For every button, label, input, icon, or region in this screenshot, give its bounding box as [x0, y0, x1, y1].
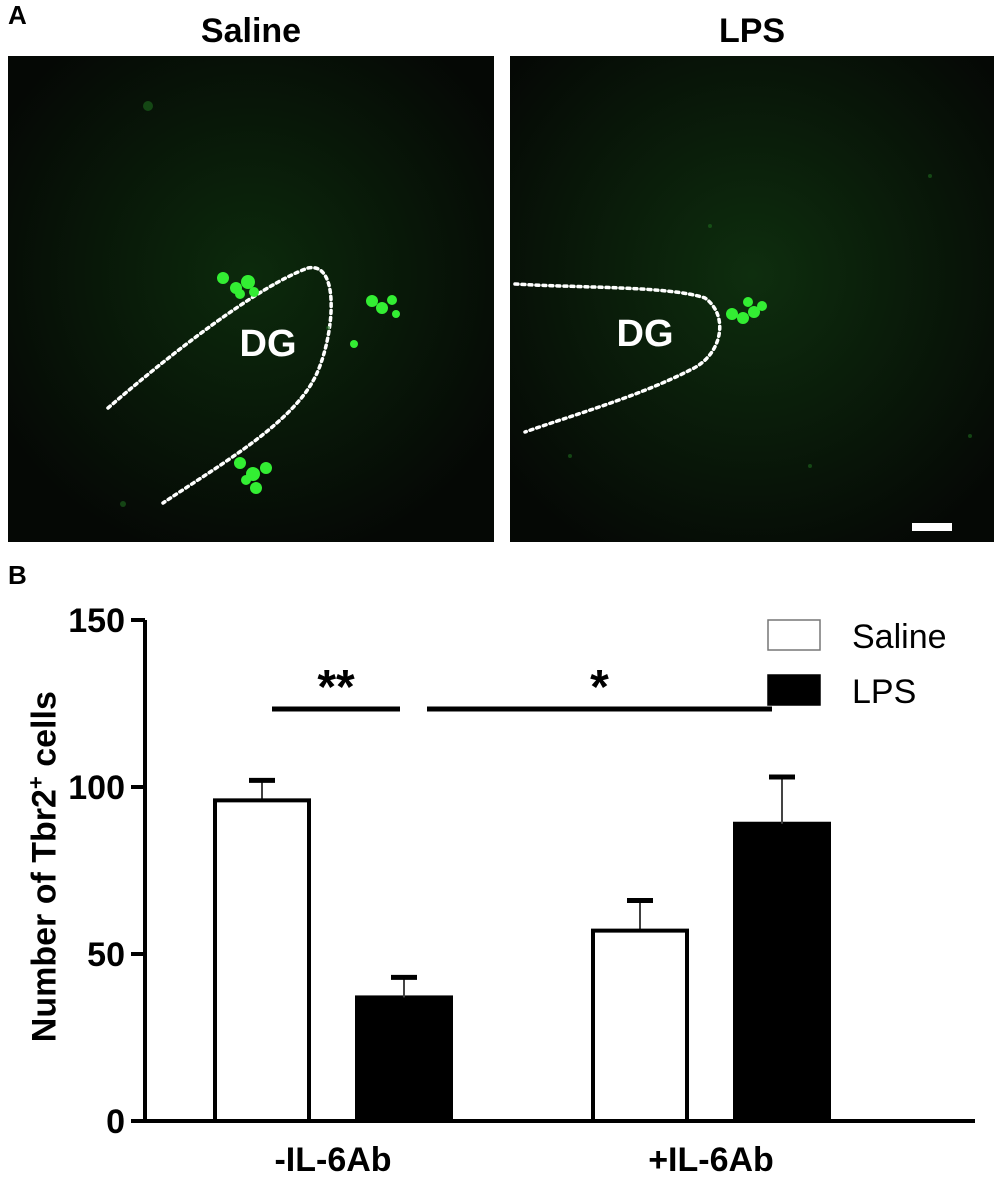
bar-lps	[733, 821, 831, 1124]
y-tick-label: 100	[68, 769, 125, 807]
bar-lps	[355, 995, 453, 1124]
lps-tbr2-cells	[726, 297, 767, 324]
legend-label-saline: Saline	[852, 618, 947, 656]
legend-label-lps: LPS	[852, 673, 916, 711]
saline-tbr2-cells	[217, 272, 400, 494]
y-tick-label: 50	[87, 936, 125, 974]
y-tick-label: 150	[68, 602, 125, 640]
category-label: -IL-6Ab	[274, 1141, 391, 1179]
panel-b-letter: B	[8, 560, 27, 590]
dentate-gyrus-outline	[513, 282, 722, 434]
significance-label: *	[590, 661, 609, 714]
panel-a-letter: A	[8, 0, 27, 30]
saline-image-title: Saline	[200, 12, 302, 50]
bar-saline	[213, 798, 311, 1124]
y-tick-label: 0	[106, 1103, 125, 1141]
bar-saline	[591, 928, 689, 1123]
category-label: +IL-6Ab	[648, 1141, 774, 1179]
legend-swatch-saline	[767, 619, 821, 651]
saline-micrograph: DG	[8, 56, 494, 542]
lps-dg-label: DG	[617, 313, 674, 355]
lps-micrograph: DG	[510, 56, 994, 542]
scale-bar	[912, 523, 952, 531]
lps-image-title: LPS	[718, 12, 786, 50]
saline-dg-label: DG	[240, 323, 297, 365]
significance-label: **	[317, 661, 355, 714]
legend-swatch-lps	[767, 674, 821, 706]
dentate-gyrus-outline	[106, 266, 333, 505]
